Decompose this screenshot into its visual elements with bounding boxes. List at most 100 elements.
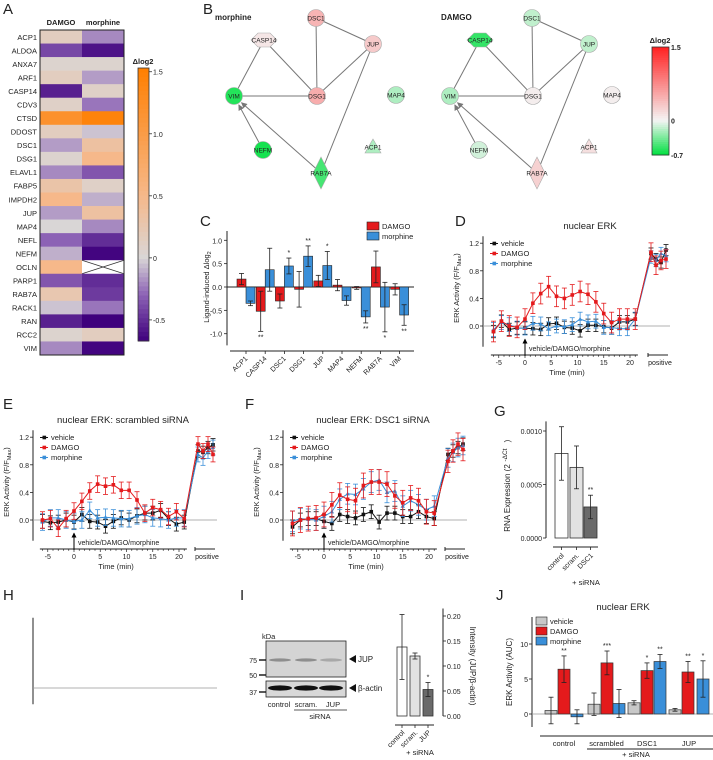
significance-marker: ** (305, 238, 311, 245)
data-point-vehicle (393, 511, 397, 515)
x-tick-label: 15 (399, 554, 407, 561)
colorbar-segment (652, 142, 669, 145)
colorbar-segment (138, 236, 149, 242)
panel-label-f: F (245, 396, 254, 413)
heatmap-cell (40, 84, 82, 99)
colorbar-segment (652, 107, 669, 111)
significance-marker: * (384, 335, 387, 342)
colorbar-segment (652, 113, 669, 117)
sirna-label: + siRNA (622, 750, 650, 759)
blot-band-actin (268, 685, 292, 691)
network-node-label: MAP4 (387, 93, 405, 100)
network-node-label: DSC1 (307, 16, 325, 23)
panel-label-i: I (240, 587, 244, 604)
legend-marker-morphine (292, 455, 297, 460)
heatmap-cell (40, 57, 82, 71)
y-tick-label: 0.0010 (521, 429, 543, 436)
data-point-damgo (609, 320, 614, 325)
heatmap-cell (82, 151, 124, 166)
colorbar-segment (652, 88, 669, 91)
positive-label: positive (195, 554, 219, 561)
y-tick-label: 0.0 (269, 518, 279, 525)
data-point-damgo (174, 509, 179, 514)
heatmap-cell (40, 273, 82, 288)
treatment-annotation: vehicle/DAMGO/morphine (529, 346, 610, 353)
colorbar-segment (138, 300, 149, 306)
colorbar-segment (138, 213, 149, 219)
network-edge (316, 43, 374, 97)
network-title: DAMGO (441, 13, 472, 22)
data-point-damgo (298, 518, 303, 522)
colorbar-segment (652, 57, 669, 61)
network-node-label: VIM (228, 94, 240, 101)
colorbar-segment (652, 77, 669, 80)
network-node-circle (523, 9, 541, 27)
colorbar-segment (138, 172, 149, 178)
network-node-label: NEFM (470, 148, 488, 155)
kda-label: kDa (262, 632, 276, 641)
colorbar-segment (138, 295, 149, 301)
data-point-damgo (649, 250, 653, 254)
colorbar-segment (652, 62, 669, 65)
data-point-damgo (119, 488, 124, 493)
y-tick-label: 1.2 (19, 435, 29, 442)
colorbar-segment (652, 72, 669, 76)
data-point-damgo (456, 442, 460, 446)
x-axis-label: Time (min) (348, 562, 384, 571)
heatmap-cell (40, 178, 82, 193)
y-tick-label: 10 (520, 642, 528, 649)
colorbar-segment (652, 51, 669, 54)
colorbar-segment (652, 83, 669, 87)
legend-label: morphine (382, 232, 413, 241)
network-node-circle (254, 141, 272, 159)
y-tick-label: 5 (524, 677, 528, 684)
data-point-vehicle (408, 514, 413, 519)
heatmap-row-label: ANXA7 (12, 60, 37, 69)
data-point-damgo (201, 449, 205, 453)
network-node-diamond (312, 156, 330, 190)
data-point-damgo (408, 496, 413, 500)
network-edge (457, 102, 538, 174)
data-point-damgo (625, 317, 630, 321)
heatmap-cell (82, 43, 124, 58)
data-point-morphine (546, 326, 551, 331)
data-point-damgo (499, 319, 504, 323)
colorbar-segment (138, 77, 149, 83)
data-point-damgo (507, 324, 512, 328)
colorbar-segment (138, 136, 149, 142)
heatmap-border (39, 29, 125, 356)
significance-marker: ** (363, 326, 369, 333)
legend-label: morphine (301, 453, 332, 462)
data-point-damgo (64, 516, 68, 521)
colorbar-tick-label: 0 (153, 256, 157, 263)
data-point-morphine (126, 516, 132, 521)
colorbar-segment (138, 104, 149, 110)
colorbar-segment (652, 148, 669, 152)
treatment-annotation: vehicle/DAMGO/morphine (78, 540, 159, 547)
network-edge (479, 39, 534, 97)
heatmap-cell (40, 43, 82, 58)
data-point-damgo (103, 484, 108, 488)
significance-marker: ** (657, 647, 663, 654)
category-label: JUP (312, 355, 327, 370)
significance-marker: ** (561, 648, 567, 655)
y-axis-label: ERK Activity (F/FMax) (452, 253, 463, 323)
heatmap-cell (82, 273, 124, 288)
heatmap-row-label: IMPDH2 (9, 195, 37, 204)
legend-label: DAMGO (550, 627, 579, 636)
data-point-damgo (515, 325, 519, 330)
colorbar-segment (138, 181, 149, 187)
colorbar-segment (652, 85, 669, 89)
y-axis-label: Ligand-induced Δlog2 (202, 251, 213, 322)
data-point-damgo (353, 498, 358, 503)
x-axis-label: Time (min) (549, 368, 585, 377)
data-point-morphine (119, 516, 124, 521)
data-point-damgo (306, 516, 311, 521)
legend-marker-damgo (292, 445, 297, 450)
y-tick-label: 0.8 (19, 463, 29, 470)
y-tick-label: 0.4 (19, 490, 29, 497)
blot-band-actin (319, 685, 343, 691)
x-axis-label: Time (min) (98, 562, 134, 571)
category-label: DSG1 (289, 355, 308, 374)
heatmap-cell (40, 246, 82, 261)
